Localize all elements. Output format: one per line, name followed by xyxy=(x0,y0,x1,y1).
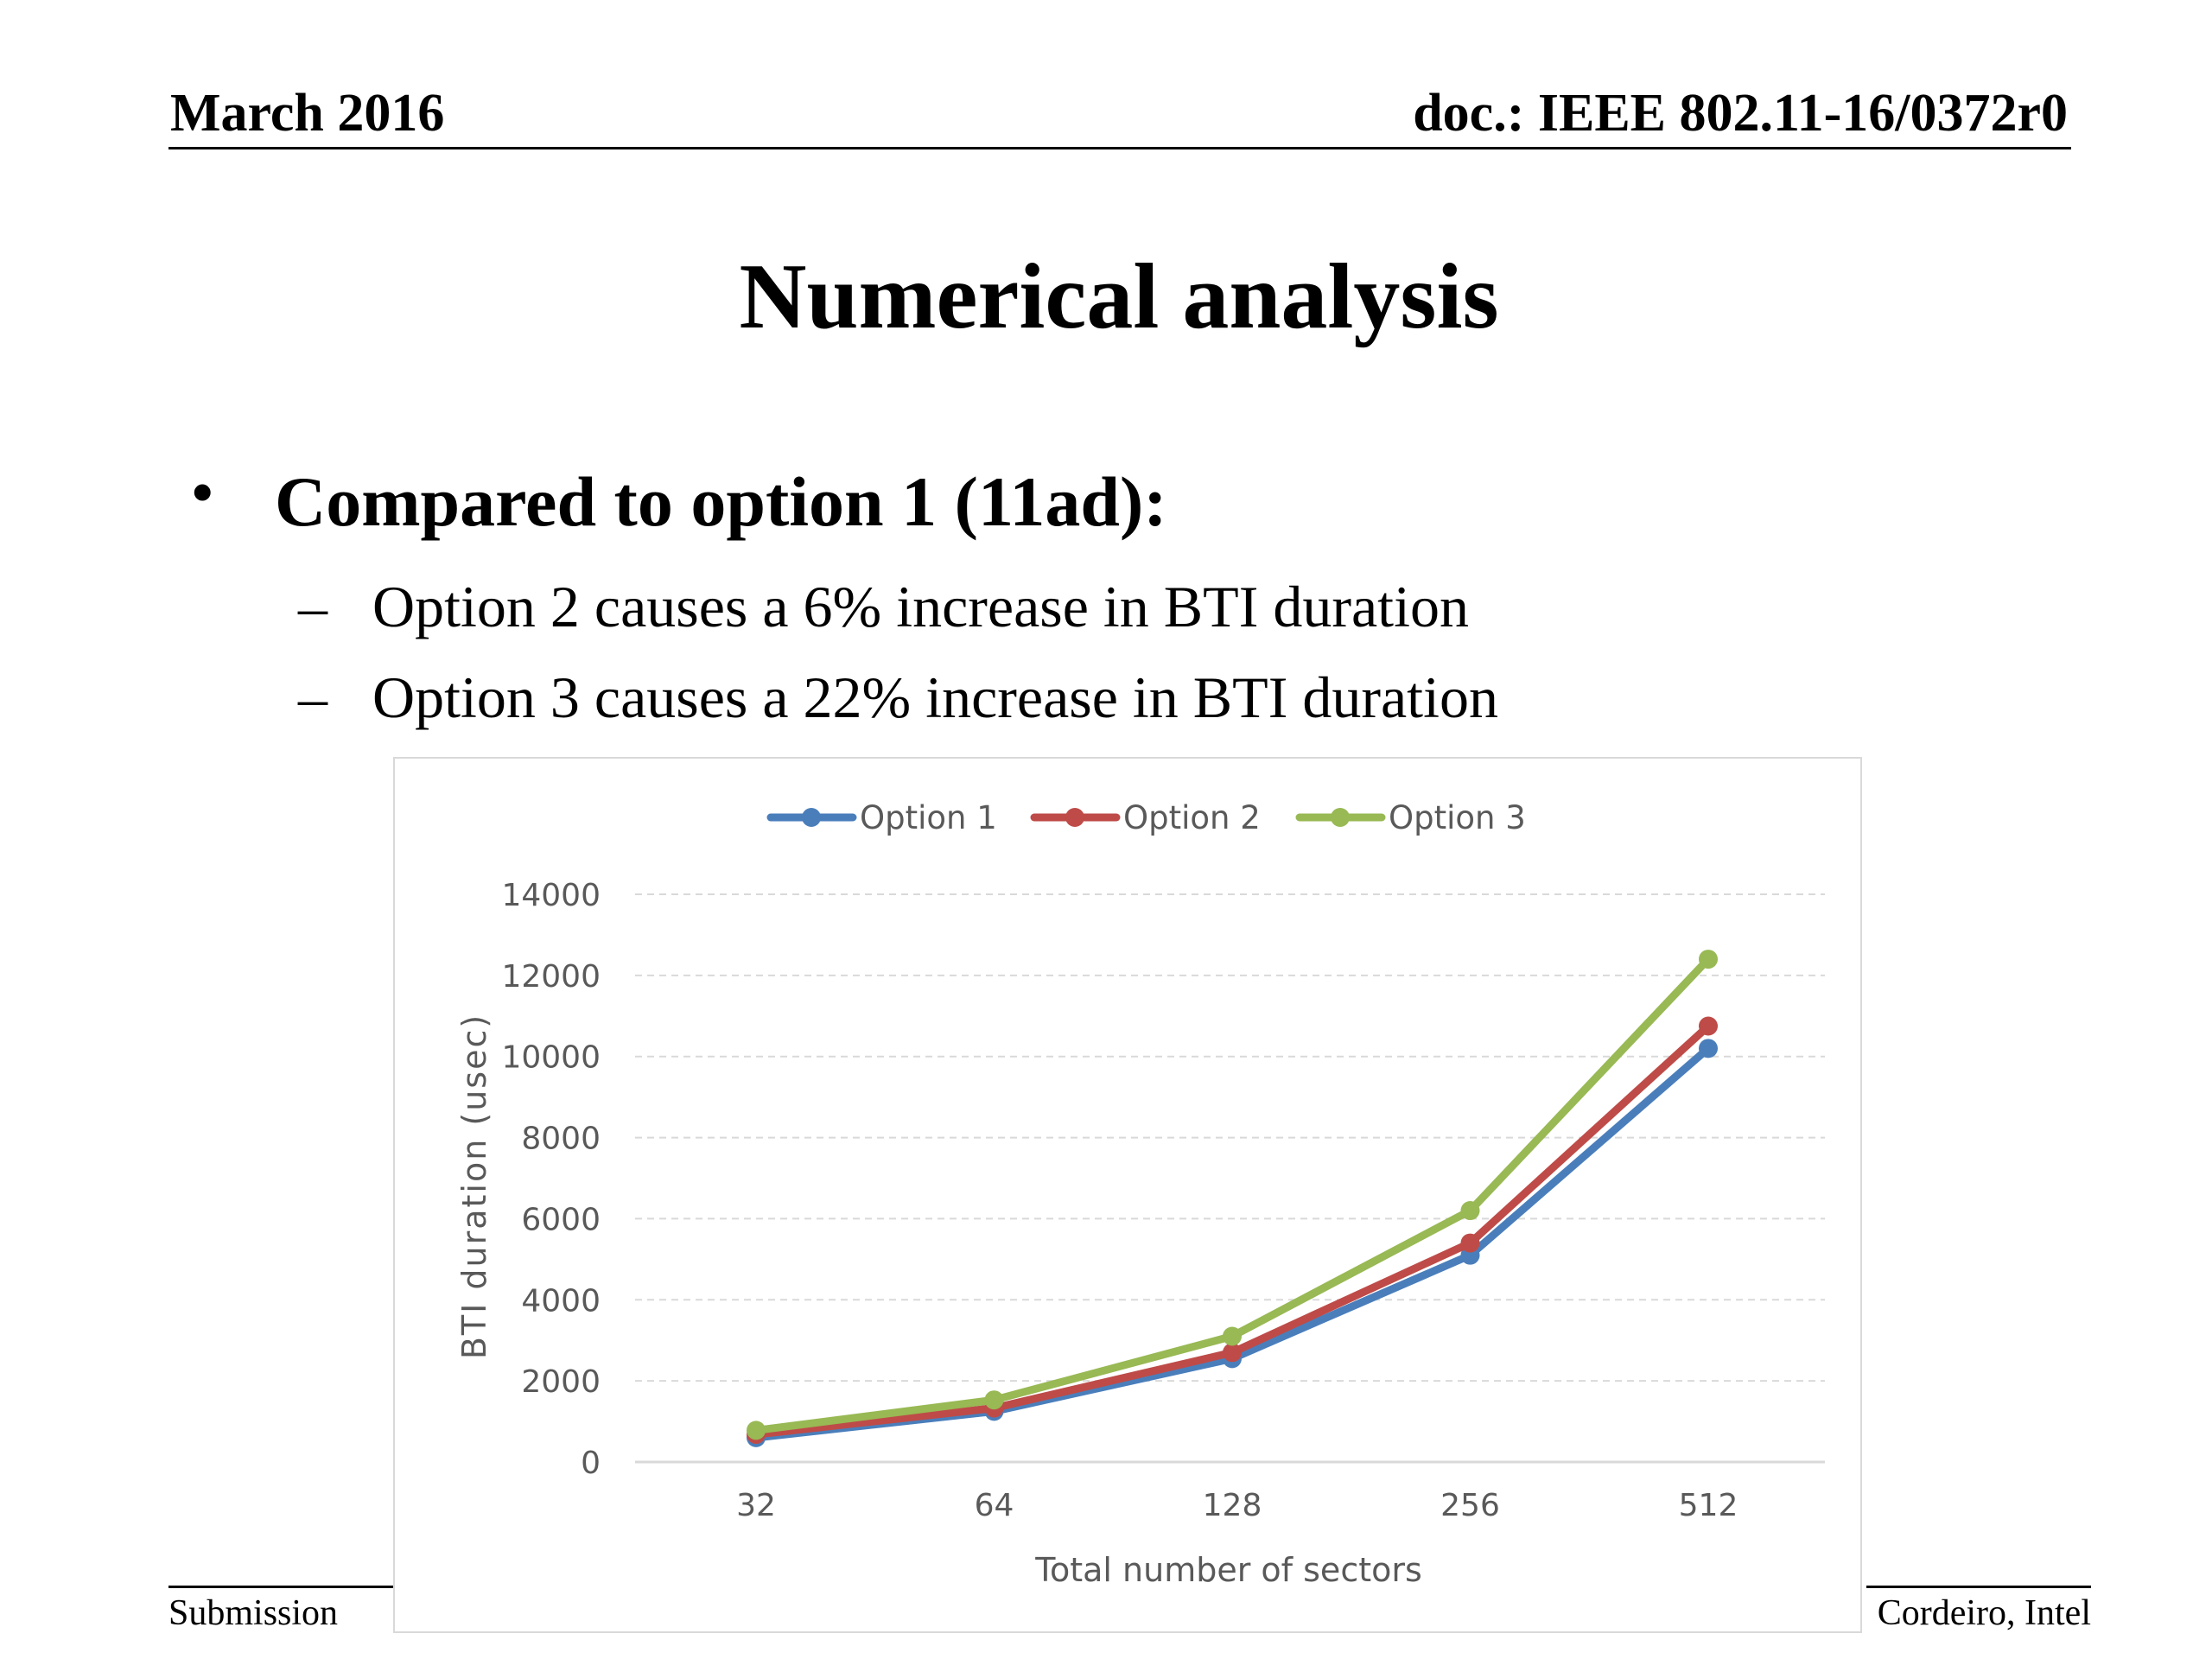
legend-label-option-2: Option 2 xyxy=(1123,799,1261,836)
series-line-option-2 xyxy=(752,1022,1713,1439)
sub-bullet-dash: – xyxy=(298,664,327,730)
y-tick-label: 4000 xyxy=(521,1283,601,1319)
data-point-option-1 xyxy=(1699,1039,1718,1058)
slide-title: Numerical analysis xyxy=(739,245,1499,348)
y-tick-label: 8000 xyxy=(521,1122,601,1157)
data-point-option-3 xyxy=(984,1390,1004,1410)
x-tick-label: 64 xyxy=(975,1488,1014,1523)
bullet-dot: • xyxy=(192,460,213,526)
y-tick-label: 14000 xyxy=(501,878,601,913)
sub-bullet-dash: – xyxy=(298,574,327,639)
x-tick-label: 128 xyxy=(1203,1488,1262,1523)
footer-divider-left xyxy=(168,1586,393,1588)
y-tick-label: 2000 xyxy=(521,1364,601,1400)
y-axis-title: BTI duration (usec) xyxy=(455,1014,493,1359)
y-tick-label: 6000 xyxy=(521,1202,601,1237)
data-point-option-3 xyxy=(1223,1326,1242,1346)
legend-marker-option-2 xyxy=(1065,808,1084,827)
data-point-option-3 xyxy=(1699,950,1718,969)
header-doc-id: doc.: IEEE 802.11-16/0372r0 xyxy=(1413,84,2068,143)
legend-marker-option-3 xyxy=(1331,808,1350,827)
data-point-option-3 xyxy=(1460,1201,1480,1221)
sub-bullet-1-text: Option 2 causes a 6% increase in BTI dur… xyxy=(372,574,1469,639)
bullet-main-text: Compared to option 1 (11ad): xyxy=(275,462,1167,541)
data-point-option-2 xyxy=(1699,1016,1718,1036)
x-tick-label: 256 xyxy=(1440,1488,1500,1523)
x-tick-label: 32 xyxy=(736,1488,776,1523)
line-chart-svg: 0 2000 4000 6000 8000 10000 12000 14000 32 64 128 2… xyxy=(455,799,1825,1589)
y-tick-label: 10000 xyxy=(501,1040,601,1076)
header-divider xyxy=(168,147,2071,149)
data-point-option-2 xyxy=(1223,1343,1242,1363)
data-point-option-3 xyxy=(747,1421,766,1440)
chart: 0 2000 4000 6000 8000 10000 12000 14000 32 64 128 2… xyxy=(393,757,1862,1633)
footer-submission: Submission xyxy=(168,1593,339,1633)
legend-label-option-1: Option 1 xyxy=(860,799,997,836)
footer-divider-right xyxy=(1866,1586,2091,1588)
data-point-option-2 xyxy=(1460,1233,1480,1253)
x-axis-title: Total number of sectors xyxy=(1034,1551,1422,1589)
footer-author: Cordeiro, Intel xyxy=(1877,1593,2091,1633)
y-tick-label: 0 xyxy=(581,1446,601,1481)
legend-label-option-3: Option 3 xyxy=(1389,799,1526,836)
header-date: March 2016 xyxy=(170,84,445,143)
y-tick-label: 12000 xyxy=(501,959,601,995)
x-tick-label: 512 xyxy=(1679,1488,1738,1523)
legend-marker-option-1 xyxy=(802,808,821,827)
sub-bullet-2-text: Option 3 causes a 22% increase in BTI du… xyxy=(372,664,1498,730)
